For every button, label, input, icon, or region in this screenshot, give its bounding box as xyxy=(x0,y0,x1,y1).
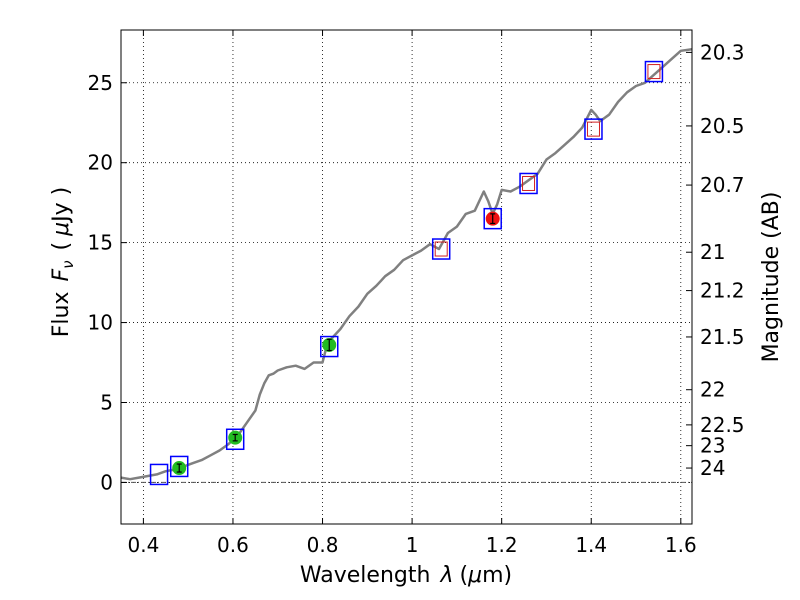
x-tick-label: 1.6 xyxy=(665,533,697,557)
right-tick-label: 20.3 xyxy=(700,40,745,64)
y-tick-label: 10 xyxy=(88,311,113,335)
right-tick-label: 21.2 xyxy=(700,279,745,303)
model-box xyxy=(319,335,339,358)
x-tick-label: 0.8 xyxy=(307,533,339,557)
x-tick-label: 1 xyxy=(406,533,419,557)
y-tick-label: 5 xyxy=(100,390,113,414)
y-axis-ticks: 0 5 10 15 20 25 xyxy=(88,71,127,494)
detection-points xyxy=(172,211,500,476)
right-tick-label: 21.5 xyxy=(700,325,745,349)
plot-area xyxy=(121,47,692,486)
upper-limit-marker xyxy=(647,64,661,80)
model-box xyxy=(149,463,169,486)
right-tick-label: 23 xyxy=(700,434,725,458)
x-axis-ticks: 0.4 0.6 0.8 1 1.2 1.4 1.6 xyxy=(127,30,697,557)
x-tick-label: 1.2 xyxy=(486,533,518,557)
model-box xyxy=(225,428,245,451)
x-tick-label: 0.6 xyxy=(217,533,249,557)
y-axis-label-right: Magnitude (AB) xyxy=(759,192,784,363)
model-box xyxy=(584,118,603,140)
y-tick-label: 0 xyxy=(100,470,113,494)
upper-limit-marker xyxy=(586,121,600,137)
model-box xyxy=(519,172,538,195)
upper-limit-markers xyxy=(434,64,661,257)
right-tick-label: 20.7 xyxy=(700,173,745,197)
x-tick-label: 0.4 xyxy=(127,533,159,557)
model-box xyxy=(644,60,664,83)
y-tick-label: 15 xyxy=(88,231,113,255)
model-box xyxy=(169,455,189,478)
series-line xyxy=(121,47,692,481)
plot-frame xyxy=(120,29,693,525)
upper-limit-marker xyxy=(522,175,536,191)
y-axis-label-left: FluxFν(μJy ) xyxy=(49,187,77,337)
x-tick-label: 1.4 xyxy=(575,533,607,557)
y-tick-label: 20 xyxy=(88,151,113,175)
right-tick-label: 24 xyxy=(700,456,725,480)
model-boxes xyxy=(149,60,664,486)
y-tick-label: 25 xyxy=(88,71,113,95)
model-box xyxy=(431,238,451,260)
right-tick-label: 21 xyxy=(700,240,725,264)
right-tick-label: 22 xyxy=(700,378,725,402)
upper-limit-marker xyxy=(434,241,448,257)
x-axis-label: Wavelength λ (μm) xyxy=(300,563,512,588)
right-tick-label: 20.5 xyxy=(700,114,745,138)
right-tick-label: 22.5 xyxy=(700,413,745,437)
model-box xyxy=(483,207,502,230)
series-lines xyxy=(121,47,692,481)
